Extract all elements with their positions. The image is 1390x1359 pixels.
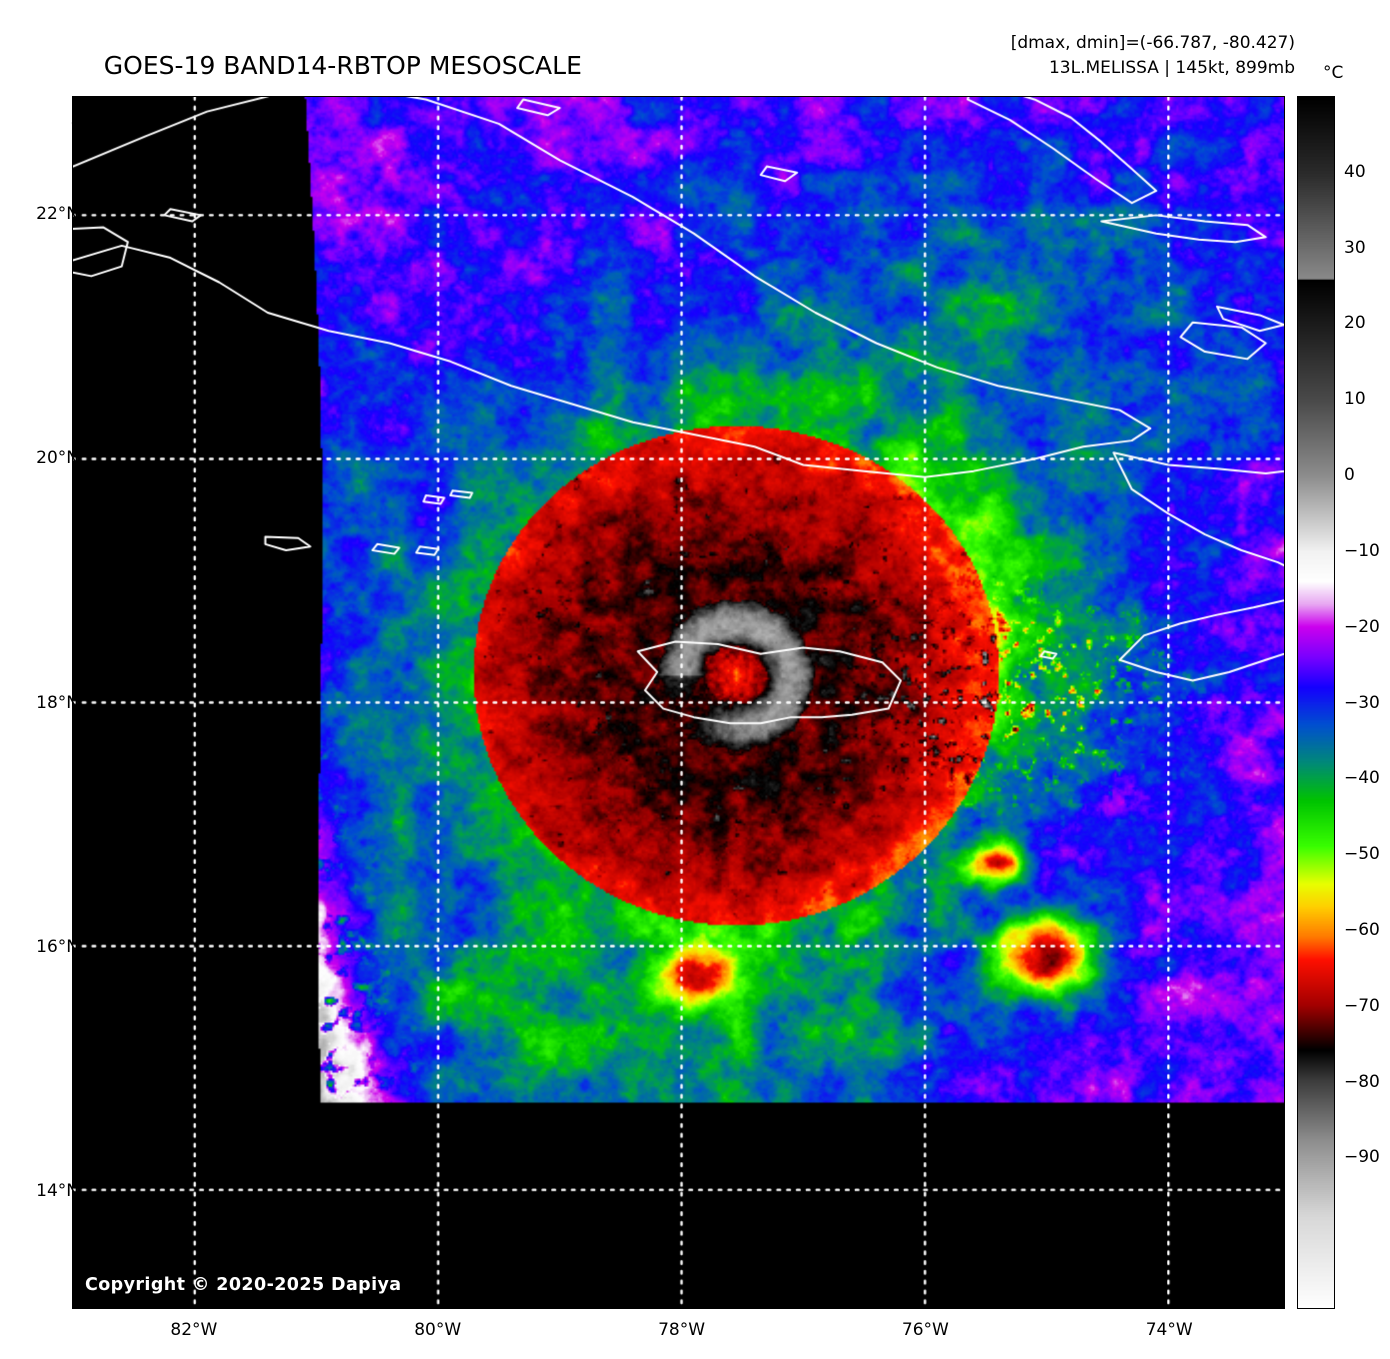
colorbar-tick--40: −40: [1344, 768, 1380, 789]
colorbar-unit-label: °C: [1323, 63, 1344, 83]
lon-tick-82: 82°W: [170, 1320, 218, 1340]
lon-tick-76: 76°W: [901, 1320, 949, 1340]
colorbar-tick--30: −30: [1344, 692, 1380, 713]
lat-tick-22: 22°N: [36, 204, 79, 225]
colorbar-tick-20: 20: [1344, 313, 1366, 334]
header-metadata: [dmax, dmin]=(-66.787, -80.427) 13L.MELI…: [875, 31, 1295, 81]
satellite-map-panel[interactable]: Copyright © 2020-2025 Dapiya: [72, 96, 1285, 1309]
lon-tick-78: 78°W: [658, 1320, 706, 1340]
colorbar-tick--60: −60: [1344, 919, 1380, 940]
lat-tick-20: 20°N: [36, 448, 79, 469]
colorbar-tick--70: −70: [1344, 995, 1380, 1016]
lon-tick-80: 80°W: [414, 1320, 462, 1340]
temperature-colorbar[interactable]: [1297, 96, 1335, 1309]
colorbar-tick--90: −90: [1344, 1147, 1380, 1168]
map-graticule-and-coastlines: [73, 97, 1284, 1308]
dmax-dmin-readout: [dmax, dmin]=(-66.787, -80.427): [1010, 33, 1295, 53]
lat-tick-14: 14°N: [36, 1180, 79, 1201]
colorbar-tick--50: −50: [1344, 844, 1380, 865]
colorbar-tick-0: 0: [1344, 465, 1355, 486]
colorbar-tick--80: −80: [1344, 1071, 1380, 1092]
copyright-notice: Copyright © 2020-2025 Dapiya: [85, 1275, 402, 1295]
lat-tick-16: 16°N: [36, 936, 79, 957]
title-line-1: GOES-19 BAND14-RBTOP MESOSCALE: [103, 51, 582, 80]
colorbar-tick--20: −20: [1344, 616, 1380, 637]
storm-intensity-readout: 13L.MELISSA | 145kt, 899mb: [1048, 58, 1295, 78]
colorbar-tick-30: 30: [1344, 237, 1366, 258]
colorbar-tick--10: −10: [1344, 540, 1380, 561]
colorbar-tick-40: 40: [1344, 161, 1366, 182]
colorbar-tick-10: 10: [1344, 389, 1366, 410]
lat-tick-18: 18°N: [36, 692, 79, 713]
lon-tick-74: 74°W: [1145, 1320, 1193, 1340]
colorbar-gradient: [1298, 97, 1334, 1308]
